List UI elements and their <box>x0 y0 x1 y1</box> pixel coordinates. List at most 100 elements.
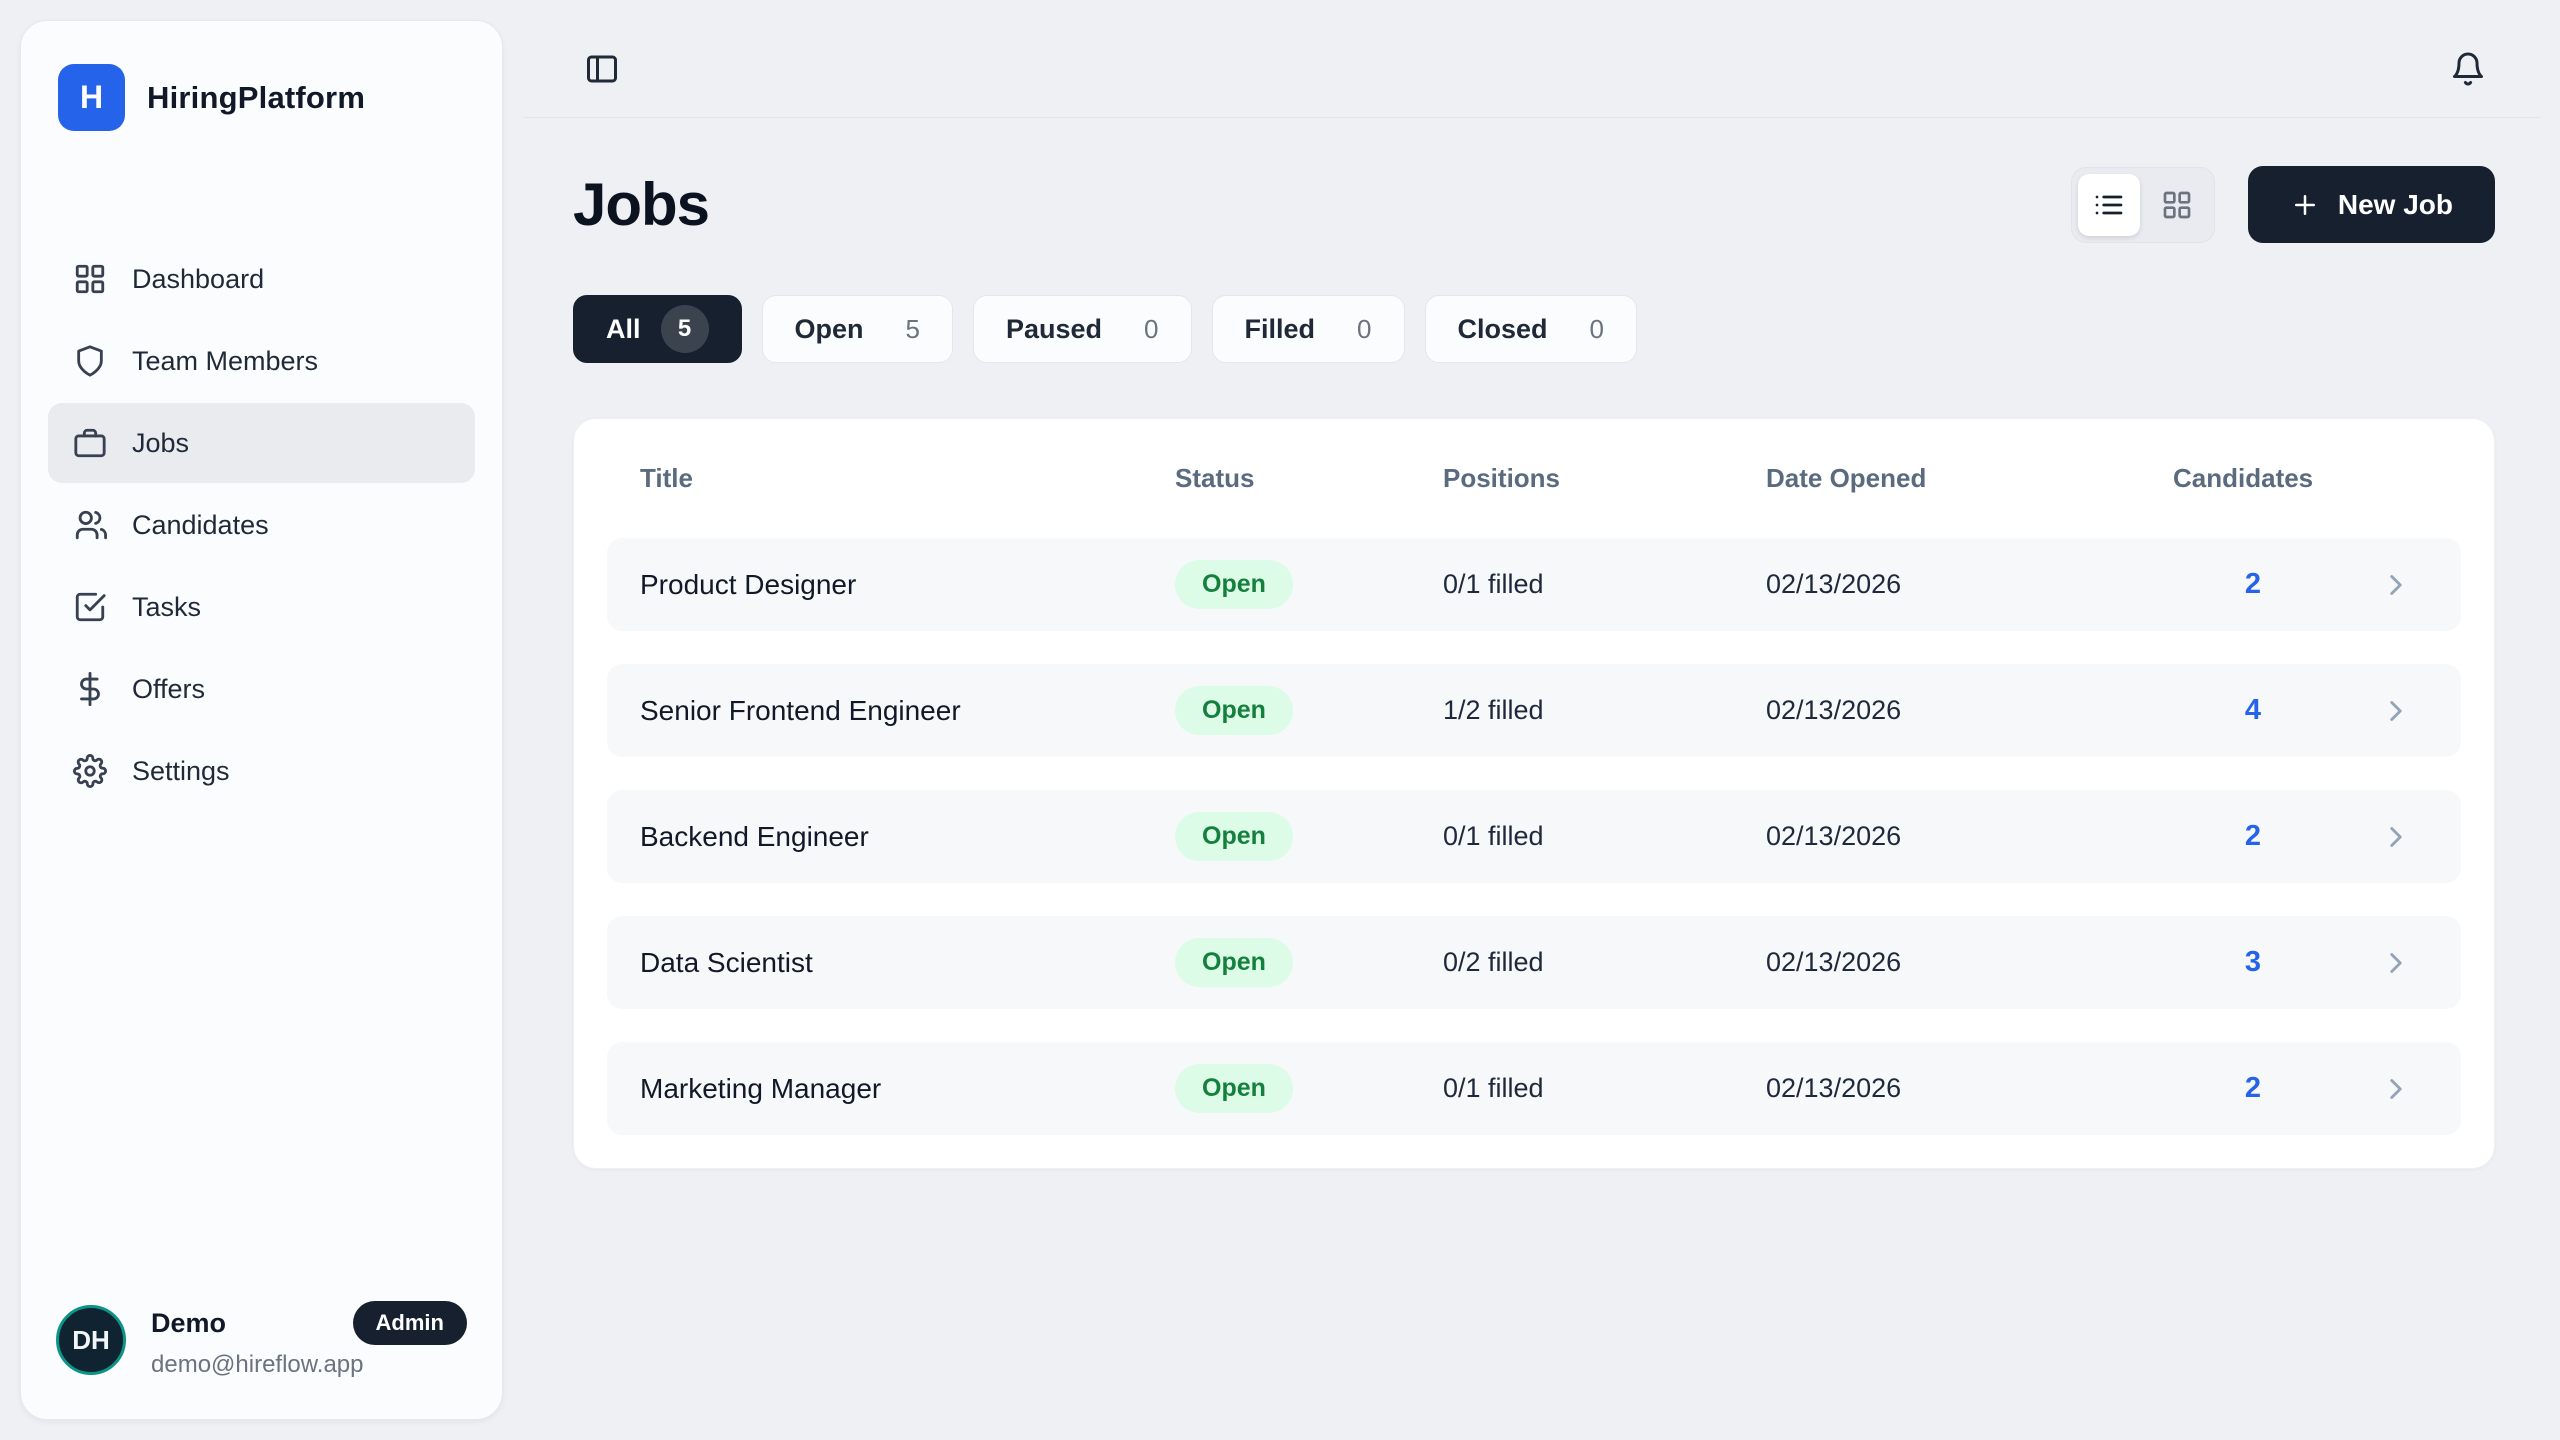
sidebar-nav: Dashboard Team Members Jobs Candidates <box>48 239 475 811</box>
table-row[interactable]: Marketing Manager Open 0/1 filled 02/13/… <box>607 1042 2461 1135</box>
filter-open[interactable]: Open 5 <box>761 295 953 363</box>
sidebar-item-label: Offers <box>132 673 206 704</box>
sidebar-toggle-button[interactable] <box>578 45 626 93</box>
candidates-count[interactable]: 4 <box>2244 694 2262 726</box>
chevron-right-icon[interactable] <box>2364 694 2428 728</box>
gear-icon <box>73 754 107 788</box>
chevron-right-icon[interactable] <box>2364 1072 2428 1106</box>
job-title: Data Scientist <box>640 946 813 978</box>
column-header-status: Status <box>1175 463 1255 493</box>
candidates-count[interactable]: 3 <box>2244 946 2262 978</box>
table-row[interactable]: Product Designer Open 0/1 filled 02/13/2… <box>607 538 2461 631</box>
job-title: Backend Engineer <box>640 820 869 852</box>
filter-count: 5 <box>905 313 920 344</box>
grid-view-icon <box>2161 189 2193 221</box>
sidebar-item-tasks[interactable]: Tasks <box>48 567 475 647</box>
topbar <box>523 20 2540 118</box>
sidebar-item-label: Tasks <box>132 591 202 622</box>
table-row[interactable]: Data Scientist Open 0/2 filled 02/13/202… <box>607 916 2461 1009</box>
sidebar-item-offers[interactable]: Offers <box>48 649 475 729</box>
table-body: Product Designer Open 0/1 filled 02/13/2… <box>607 538 2461 1135</box>
role-badge: Admin <box>352 1301 467 1345</box>
job-title: Senior Frontend Engineer <box>640 694 961 726</box>
filter-label: Filled <box>1244 313 1316 344</box>
candidates-count[interactable]: 2 <box>2244 568 2262 600</box>
filter-closed[interactable]: Closed 0 <box>1424 295 1637 363</box>
filter-label: Paused <box>1006 313 1103 344</box>
table-header: Title Status Positions Date Opened Candi… <box>607 463 2461 494</box>
status-badge: Open <box>1175 938 1293 987</box>
filter-label: Open <box>794 313 864 344</box>
bell-icon <box>2450 51 2486 87</box>
column-header-title: Title <box>640 463 693 493</box>
app-name: HiringPlatform <box>147 79 366 115</box>
date-opened-cell: 02/13/2026 <box>1766 569 1902 599</box>
shield-icon <box>73 344 107 378</box>
sidebar-item-label: Dashboard <box>132 263 265 294</box>
sidebar-item-candidates[interactable]: Candidates <box>48 485 475 565</box>
page-title: Jobs <box>573 171 710 238</box>
sidebar-item-label: Settings <box>132 755 230 786</box>
date-opened-cell: 02/13/2026 <box>1766 1073 1902 1103</box>
filter-count: 0 <box>1144 313 1159 344</box>
title-row: Jobs <box>573 166 2495 243</box>
app-logo-letter: H <box>79 79 104 115</box>
title-actions: New Job <box>2070 166 2495 243</box>
status-badge: Open <box>1175 1064 1293 1113</box>
chevron-right-icon[interactable] <box>2364 946 2428 980</box>
users-icon <box>73 508 107 542</box>
filter-filled[interactable]: Filled 0 <box>1211 295 1405 363</box>
filter-all[interactable]: All 5 <box>573 295 742 363</box>
new-job-button[interactable]: New Job <box>2247 166 2495 243</box>
user-email: demo@hireflow.app <box>151 1351 364 1378</box>
sidebar-item-settings[interactable]: Settings <box>48 731 475 811</box>
filter-count: 0 <box>1589 313 1604 344</box>
content: Jobs <box>523 118 2540 1169</box>
column-header-date-opened: Date Opened <box>1766 463 1927 493</box>
sidebar-item-dashboard[interactable]: Dashboard <box>48 239 475 319</box>
status-badge: Open <box>1175 560 1293 609</box>
status-badge: Open <box>1175 812 1293 861</box>
filter-label: Closed <box>1457 313 1548 344</box>
sidebar-item-jobs[interactable]: Jobs <box>48 403 475 483</box>
user-name: Demo <box>151 1307 227 1338</box>
chevron-right-icon[interactable] <box>2364 568 2428 602</box>
sidebar-toggle-icon <box>584 51 620 87</box>
positions-cell: 1/2 filled <box>1443 695 1544 725</box>
user-info: Demo Admin demo@hireflow.app <box>151 1301 467 1379</box>
list-view-button[interactable] <box>2077 173 2140 236</box>
list-view-icon <box>2093 189 2125 221</box>
job-title: Marketing Manager <box>640 1072 882 1104</box>
sidebar: H HiringPlatform Dashboard Team Members <box>20 20 503 1420</box>
candidates-count[interactable]: 2 <box>2244 820 2262 852</box>
job-title: Product Designer <box>640 568 857 600</box>
view-toggle <box>2070 166 2215 243</box>
brand: H HiringPlatform <box>48 54 475 131</box>
main-area: Jobs <box>523 20 2540 1420</box>
tasks-icon <box>73 590 107 624</box>
dollar-icon <box>73 672 107 706</box>
status-badge: Open <box>1175 686 1293 735</box>
jobs-table-card: Title Status Positions Date Opened Candi… <box>573 418 2495 1169</box>
positions-cell: 0/1 filled <box>1443 569 1544 599</box>
table-row[interactable]: Backend Engineer Open 0/1 filled 02/13/2… <box>607 790 2461 883</box>
date-opened-cell: 02/13/2026 <box>1766 947 1902 977</box>
chevron-right-icon[interactable] <box>2364 820 2428 854</box>
sidebar-item-team-members[interactable]: Team Members <box>48 321 475 401</box>
date-opened-cell: 02/13/2026 <box>1766 821 1902 851</box>
avatar: DH <box>56 1305 126 1375</box>
filter-paused[interactable]: Paused 0 <box>973 295 1192 363</box>
filter-tabs: All 5 Open 5 Paused 0 Filled 0 Closed <box>573 295 2495 363</box>
filter-count: 5 <box>660 305 709 353</box>
column-header-candidates: Candidates <box>2173 463 2314 493</box>
new-job-label: New Job <box>2337 188 2453 220</box>
briefcase-icon <box>73 426 107 460</box>
user-profile[interactable]: DH Demo Admin demo@hireflow.app <box>48 1301 475 1379</box>
positions-cell: 0/1 filled <box>1443 1073 1544 1103</box>
filter-label: All <box>606 313 641 344</box>
candidates-count[interactable]: 2 <box>2244 1072 2262 1104</box>
positions-cell: 0/1 filled <box>1443 821 1544 851</box>
grid-view-button[interactable] <box>2146 174 2208 236</box>
notifications-button[interactable] <box>2444 45 2492 93</box>
table-row[interactable]: Senior Frontend Engineer Open 1/2 filled… <box>607 664 2461 757</box>
